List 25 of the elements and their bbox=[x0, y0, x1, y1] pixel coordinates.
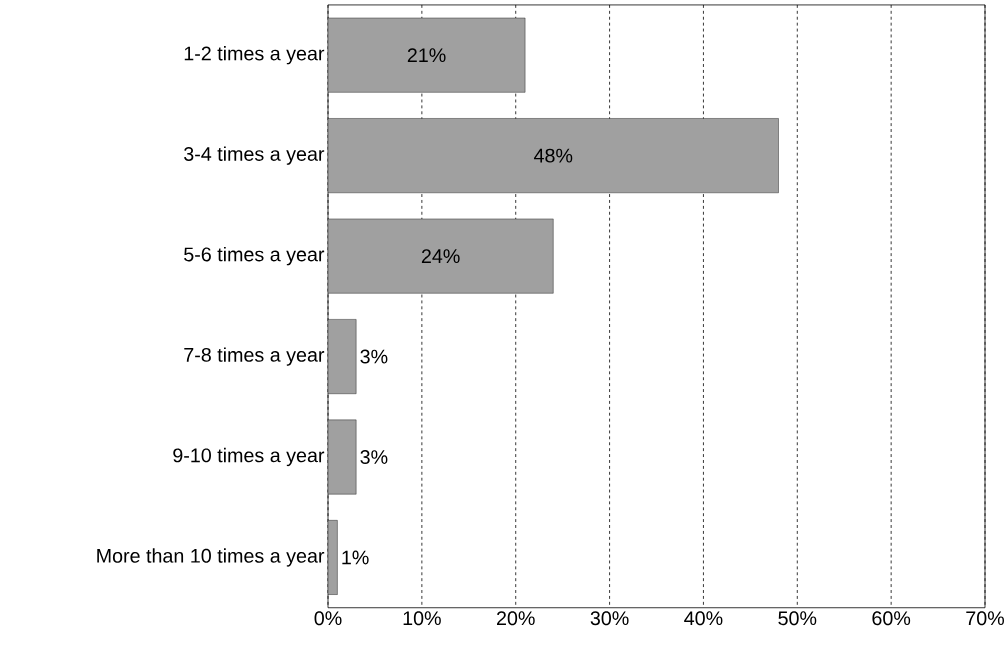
x-tick-label: 20% bbox=[497, 611, 535, 626]
data-label: 3% bbox=[360, 450, 388, 464]
x-tick-label: 0% bbox=[314, 611, 342, 626]
y-tick-label: More than 10 times a year bbox=[97, 548, 325, 567]
x-tick-label: 70% bbox=[966, 611, 1005, 626]
data-label: 24% bbox=[421, 249, 460, 263]
bar bbox=[328, 419, 357, 495]
bar bbox=[328, 218, 554, 294]
x-tick-label: 30% bbox=[590, 611, 629, 626]
y-tick-label: 5-6 times a year bbox=[184, 246, 325, 266]
data-label: 48% bbox=[534, 148, 573, 163]
y-tick-label: 3-4 times a year bbox=[184, 146, 325, 165]
x-tick-label: 40% bbox=[684, 611, 723, 626]
bar bbox=[328, 319, 357, 394]
bar bbox=[328, 17, 526, 93]
x-tick-label: 10% bbox=[403, 611, 441, 626]
data-label: 21% bbox=[407, 48, 446, 63]
bar bbox=[328, 118, 779, 193]
data-label: 1% bbox=[342, 550, 369, 565]
x-tick-label: 50% bbox=[778, 611, 817, 626]
x-tick-label: 60% bbox=[872, 611, 911, 626]
data-label: 3% bbox=[360, 349, 388, 364]
y-tick-label: 7-8 times a year bbox=[184, 347, 325, 366]
y-tick-label: 9-10 times a year bbox=[173, 447, 325, 467]
y-tick-label: 1-2 times a year bbox=[184, 45, 325, 65]
